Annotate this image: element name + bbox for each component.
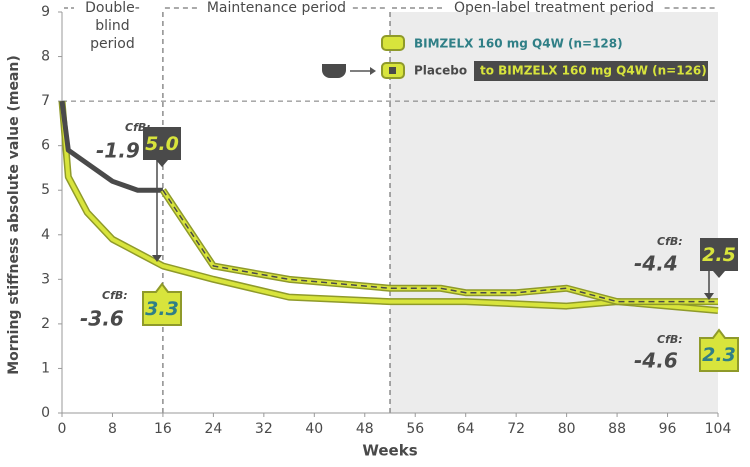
legend: BIMZELX 160 mg Q4W (n=128) Placebo to BIMZ…	[322, 35, 708, 81]
annotation-change: -4.4	[634, 252, 678, 276]
x-tick-label: 72	[507, 421, 525, 437]
legend-label: to BIMZELX 160 mg Q4W (n=126)	[480, 64, 707, 78]
annotation-change: -3.6	[80, 307, 124, 331]
x-tick-label: 32	[255, 421, 273, 437]
y-tick-label: 1	[41, 360, 50, 376]
x-tick-label: 64	[457, 421, 475, 437]
legend-arrow-head	[370, 67, 376, 75]
annotation: 2.5 CfB: -4.4	[634, 235, 738, 300]
annotation-value: 2.5	[702, 244, 736, 266]
period-label: Double-blind period	[85, 0, 140, 52]
annotation-box	[142, 282, 182, 326]
y-tick-label: 3	[41, 271, 50, 287]
y-tick-label: 6	[41, 138, 50, 154]
legend-swatch	[322, 64, 346, 78]
x-tick-label: 104	[705, 421, 732, 437]
annotation-value: 2.3	[702, 344, 736, 366]
annotation: 3.3 CfB: -3.6	[80, 282, 182, 331]
x-tick-label: 24	[204, 421, 222, 437]
y-tick-label: 7	[41, 93, 50, 109]
period-label-line: blind	[95, 18, 129, 34]
legend-swatch-dot	[389, 67, 396, 74]
annotation-value: 5.0	[145, 133, 179, 155]
legend-label: Placebo	[414, 64, 467, 78]
annotation-cfb-label: CfB:	[102, 289, 128, 302]
x-axis-label: Weeks	[362, 442, 417, 460]
period-label: Open-label treatment period	[454, 0, 654, 16]
legend-box	[474, 61, 708, 81]
series-line	[59, 100, 163, 193]
annotation-cfb-label: CfB:	[657, 333, 683, 346]
y-tick-label: 5	[41, 182, 50, 198]
annotation-change: -4.6	[634, 349, 678, 373]
annotation-change: -1.9	[96, 139, 140, 163]
y-axis-label: Morning stiffness absolute value (mean)	[6, 55, 22, 375]
y-tick-label: 0	[41, 405, 50, 421]
annotation-cfb-label: CfB:	[657, 235, 683, 248]
annotation: 2.3 CfB: -4.6	[634, 328, 739, 373]
x-tick-label: 80	[558, 421, 576, 437]
series-line	[60, 100, 719, 313]
legend-swatch	[381, 35, 405, 51]
annotation-box	[700, 238, 738, 278]
annotation-box	[699, 328, 739, 372]
x-tick-label: 40	[305, 421, 323, 437]
period-label-line: Double-	[85, 0, 140, 16]
period-label: Maintenance period	[207, 0, 346, 16]
annotation-arrow-head	[152, 255, 162, 262]
legend-label: BIMZELX 160 mg Q4W (n=128)	[414, 37, 623, 51]
line-dash	[162, 189, 718, 303]
annotation-value: 3.3	[145, 298, 179, 320]
y-tick-label: 2	[41, 316, 50, 332]
annotation-box	[143, 127, 181, 167]
annotation-arrow-head	[704, 293, 714, 300]
y-tick-label: 8	[41, 49, 50, 65]
x-tick-label: 48	[356, 421, 374, 437]
x-tick-label: 8	[108, 421, 117, 437]
x-tick-label: 88	[608, 421, 626, 437]
x-tick-label: 0	[58, 421, 67, 437]
y-tick-label: 4	[41, 227, 50, 243]
x-tick-label: 16	[154, 421, 172, 437]
period-label-line: period	[90, 36, 135, 52]
y-tick-label: 9	[41, 4, 50, 20]
x-tick-label: 56	[406, 421, 424, 437]
annotation-cfb-label: CfB:	[125, 121, 151, 134]
x-tick-label: 96	[659, 421, 677, 437]
